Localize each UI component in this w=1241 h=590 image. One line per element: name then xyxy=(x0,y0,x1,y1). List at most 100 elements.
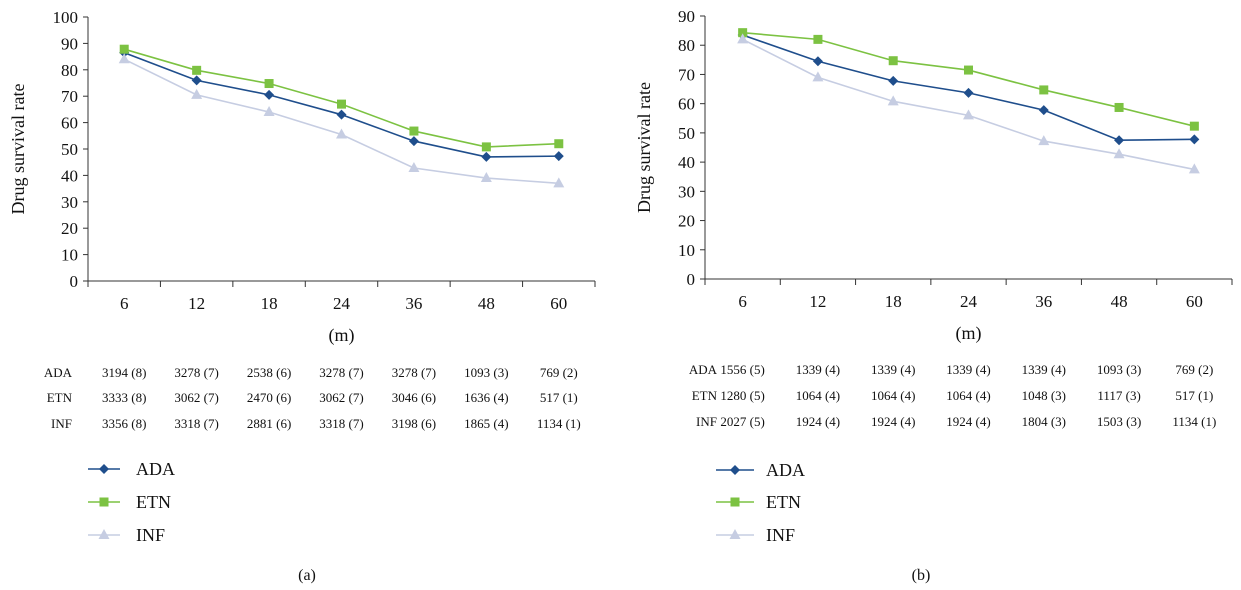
x-tick-label: 60 xyxy=(550,294,567,313)
data-point-ada xyxy=(264,89,275,100)
data-point-etn xyxy=(264,79,274,89)
data-point-etn xyxy=(813,34,823,44)
data-point-inf xyxy=(480,172,492,183)
legend-marker-etn xyxy=(99,497,109,507)
x-tick-label: 36 xyxy=(405,294,422,313)
data-point-inf xyxy=(553,177,565,188)
table-cell: 2470 (6) xyxy=(247,390,291,405)
table-cell: 2538 (6) xyxy=(247,365,291,380)
data-point-etn xyxy=(409,126,419,136)
data-point-etn xyxy=(481,142,491,152)
x-tick-label: 60 xyxy=(1186,292,1203,311)
table-cell: 1064 (4) xyxy=(871,388,915,403)
panel-a: 0 10 20 30 40 50 60 70 80 90 100 6 12 18 24 36 48 60 (m) Dr… xyxy=(8,8,596,584)
panel-label: (a) xyxy=(298,567,316,584)
data-point-etn xyxy=(964,65,973,75)
data-point-ada xyxy=(963,87,974,98)
data-point-inf xyxy=(118,53,130,64)
data-point-inf xyxy=(1038,135,1050,146)
table-cell: 1636 (4) xyxy=(464,390,508,405)
y-tick-label: 40 xyxy=(678,153,695,172)
table-cell: 1048 (3) xyxy=(1022,388,1066,403)
x-axis-title: (m) xyxy=(956,323,982,344)
table-cell: 1117 (3) xyxy=(1097,388,1140,403)
y-tick-label: 40 xyxy=(61,166,78,185)
y-tick-label: 50 xyxy=(678,124,695,143)
table-cell: 517 (1) xyxy=(540,390,578,405)
x-tick-label: 12 xyxy=(188,294,205,313)
data-point-ada xyxy=(408,136,419,147)
data-point-etn xyxy=(1039,85,1049,95)
y-tick-label: 30 xyxy=(61,193,78,212)
x-tick-label: 48 xyxy=(478,294,495,313)
data-point-etn xyxy=(192,65,202,75)
x-tick-label: 24 xyxy=(333,294,351,313)
table-cell: 3333 (8) xyxy=(102,390,146,405)
x-tick-label: 18 xyxy=(261,294,278,313)
y-tick-label: 10 xyxy=(61,246,78,265)
table-cell: 1924 (4) xyxy=(871,414,915,429)
data-point-ada xyxy=(1189,134,1200,145)
x-tick-label: 24 xyxy=(960,292,978,311)
legend-label-ada: ADA xyxy=(136,459,175,479)
table-cell: 517 (1) xyxy=(1175,388,1213,403)
legend-marker-inf xyxy=(98,529,110,539)
data-point-ada xyxy=(191,75,202,86)
x-tick-label: 18 xyxy=(885,292,902,311)
data-point-inf xyxy=(812,71,824,82)
data-point-inf xyxy=(191,88,203,99)
data-point-ada xyxy=(336,109,347,120)
y-tick-label: 70 xyxy=(678,65,695,84)
x-tick-label: 36 xyxy=(1035,292,1052,311)
y-tick-label: 0 xyxy=(687,270,696,289)
data-point-ada xyxy=(553,151,564,162)
table-cell: 3062 (7) xyxy=(174,390,218,405)
table-cell: 3356 (8) xyxy=(102,416,146,431)
data-point-inf xyxy=(263,106,275,117)
data-point-ada xyxy=(481,151,492,162)
data-point-inf xyxy=(1113,148,1125,159)
data-point-etn xyxy=(738,28,748,38)
legend-label-etn: ETN xyxy=(136,492,171,512)
x-tick-label: 6 xyxy=(120,294,129,313)
y-tick-label: 20 xyxy=(678,212,695,231)
y-axis-title: Drug survival rate xyxy=(8,84,28,215)
data-point-ada xyxy=(888,75,899,86)
x-tick-label: 48 xyxy=(1111,292,1128,311)
table-cell: 1924 (4) xyxy=(796,414,840,429)
data-point-ada xyxy=(812,56,823,67)
table-cell: 3062 (7) xyxy=(319,390,363,405)
x-tick-label: 12 xyxy=(809,292,826,311)
data-point-inf xyxy=(737,33,749,44)
y-tick-label: 10 xyxy=(678,241,695,260)
x-axis-title: (m) xyxy=(329,325,355,346)
table-cell: 1064 (4) xyxy=(796,388,840,403)
series-line-ada xyxy=(742,34,1195,141)
y-tick-label: 100 xyxy=(53,8,79,27)
table-cell: 1134 (1) xyxy=(537,416,581,431)
y-tick-label: 90 xyxy=(678,7,695,26)
table-row-label-ada: ADA xyxy=(44,365,73,380)
table-cell: 1556 (5) xyxy=(720,362,764,377)
table-row-label-inf: INF xyxy=(51,416,72,431)
table-cell: 3198 (6) xyxy=(392,416,436,431)
x-tick-label: 6 xyxy=(738,292,747,311)
legend-marker-inf xyxy=(729,529,741,539)
table-cell: 2027 (5) xyxy=(720,414,764,429)
data-point-etn xyxy=(1189,121,1199,131)
table-row-label-etn: ETN xyxy=(47,390,73,405)
legend-marker-ada xyxy=(730,465,740,475)
table-cell: 769 (2) xyxy=(540,365,578,380)
table-cell: 1339 (4) xyxy=(871,362,915,377)
data-point-etn xyxy=(888,56,898,66)
y-tick-label: 0 xyxy=(70,272,79,291)
table-cell: 1924 (4) xyxy=(946,414,990,429)
table-row-label-ada: ADA xyxy=(689,362,718,377)
data-point-inf xyxy=(1188,163,1200,174)
y-tick-label: 90 xyxy=(61,34,78,53)
table-cell: 3046 (6) xyxy=(392,390,436,405)
data-point-inf xyxy=(963,109,974,120)
table-cell: 1804 (3) xyxy=(1022,414,1066,429)
table-cell: 1093 (3) xyxy=(464,365,508,380)
